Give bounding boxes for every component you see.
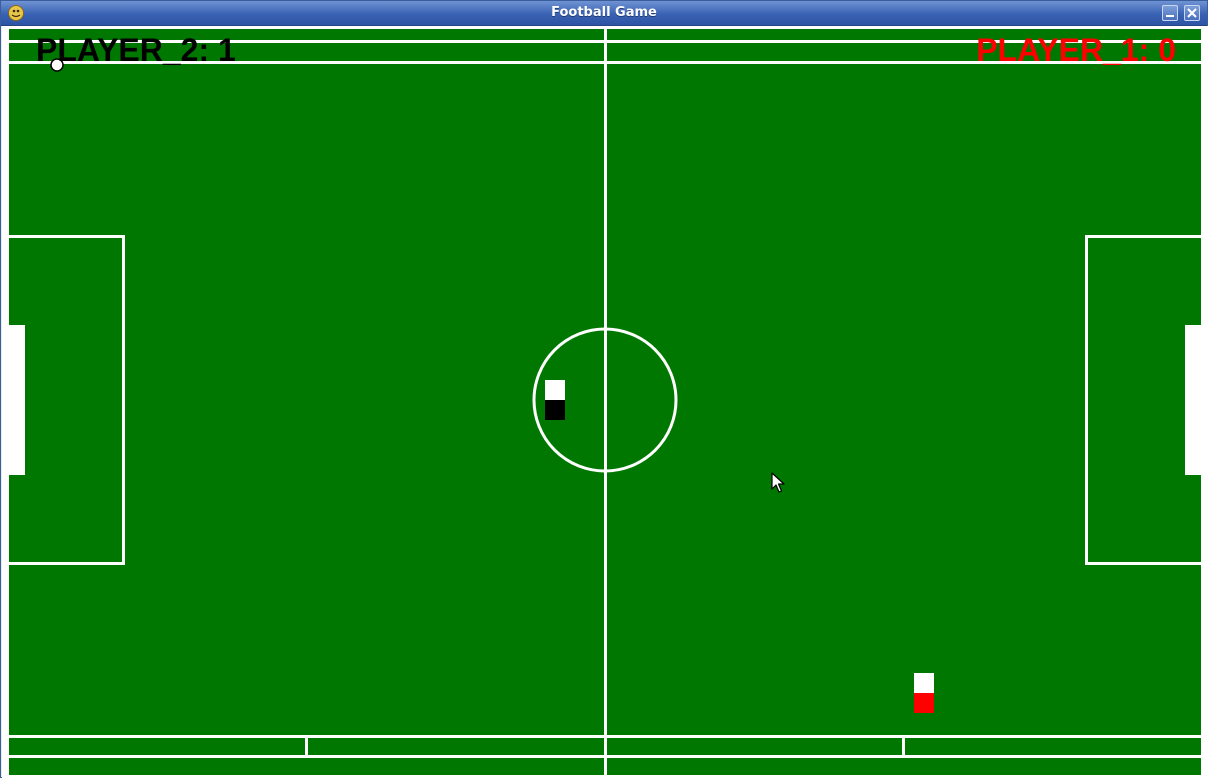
right-goal	[1185, 325, 1208, 475]
left-box-top	[2, 235, 125, 238]
right-box-bottom	[1085, 562, 1208, 565]
left-box-side	[122, 235, 125, 565]
mouse-pointer-icon	[771, 472, 785, 493]
minimize-button[interactable]	[1162, 5, 1178, 21]
player2-head	[545, 380, 565, 400]
window-title: Football Game	[551, 5, 657, 20]
close-button[interactable]	[1184, 5, 1200, 21]
halfway-line	[604, 26, 607, 778]
red-player-token	[914, 673, 934, 713]
player2-score: PLAYER_2: 1	[36, 32, 236, 68]
close-icon	[1187, 8, 1197, 18]
game-canvas[interactable]: PLAYER_2: 1 PLAYER_1: 0	[2, 26, 1208, 778]
bottom-stand-divider-right	[902, 735, 905, 758]
player1-body	[914, 693, 934, 713]
pitch-lines	[2, 26, 1208, 778]
title-bar[interactable]: Football Game	[1, 1, 1207, 26]
black-player-token	[545, 380, 565, 420]
minimize-icon	[1166, 15, 1174, 17]
python-snake-icon	[7, 4, 25, 22]
player1-score: PLAYER_1: 0	[976, 32, 1176, 68]
player2-body	[545, 400, 565, 420]
right-box-side	[1085, 235, 1088, 565]
bottom-stand-divider-left	[305, 735, 308, 758]
right-box-top	[1085, 235, 1208, 238]
football-pitch	[2, 26, 1208, 778]
centre-circle	[532, 327, 678, 473]
left-box-bottom	[2, 562, 125, 565]
left-goal	[2, 325, 25, 475]
ball-icon	[50, 58, 64, 72]
player1-head	[914, 673, 934, 693]
